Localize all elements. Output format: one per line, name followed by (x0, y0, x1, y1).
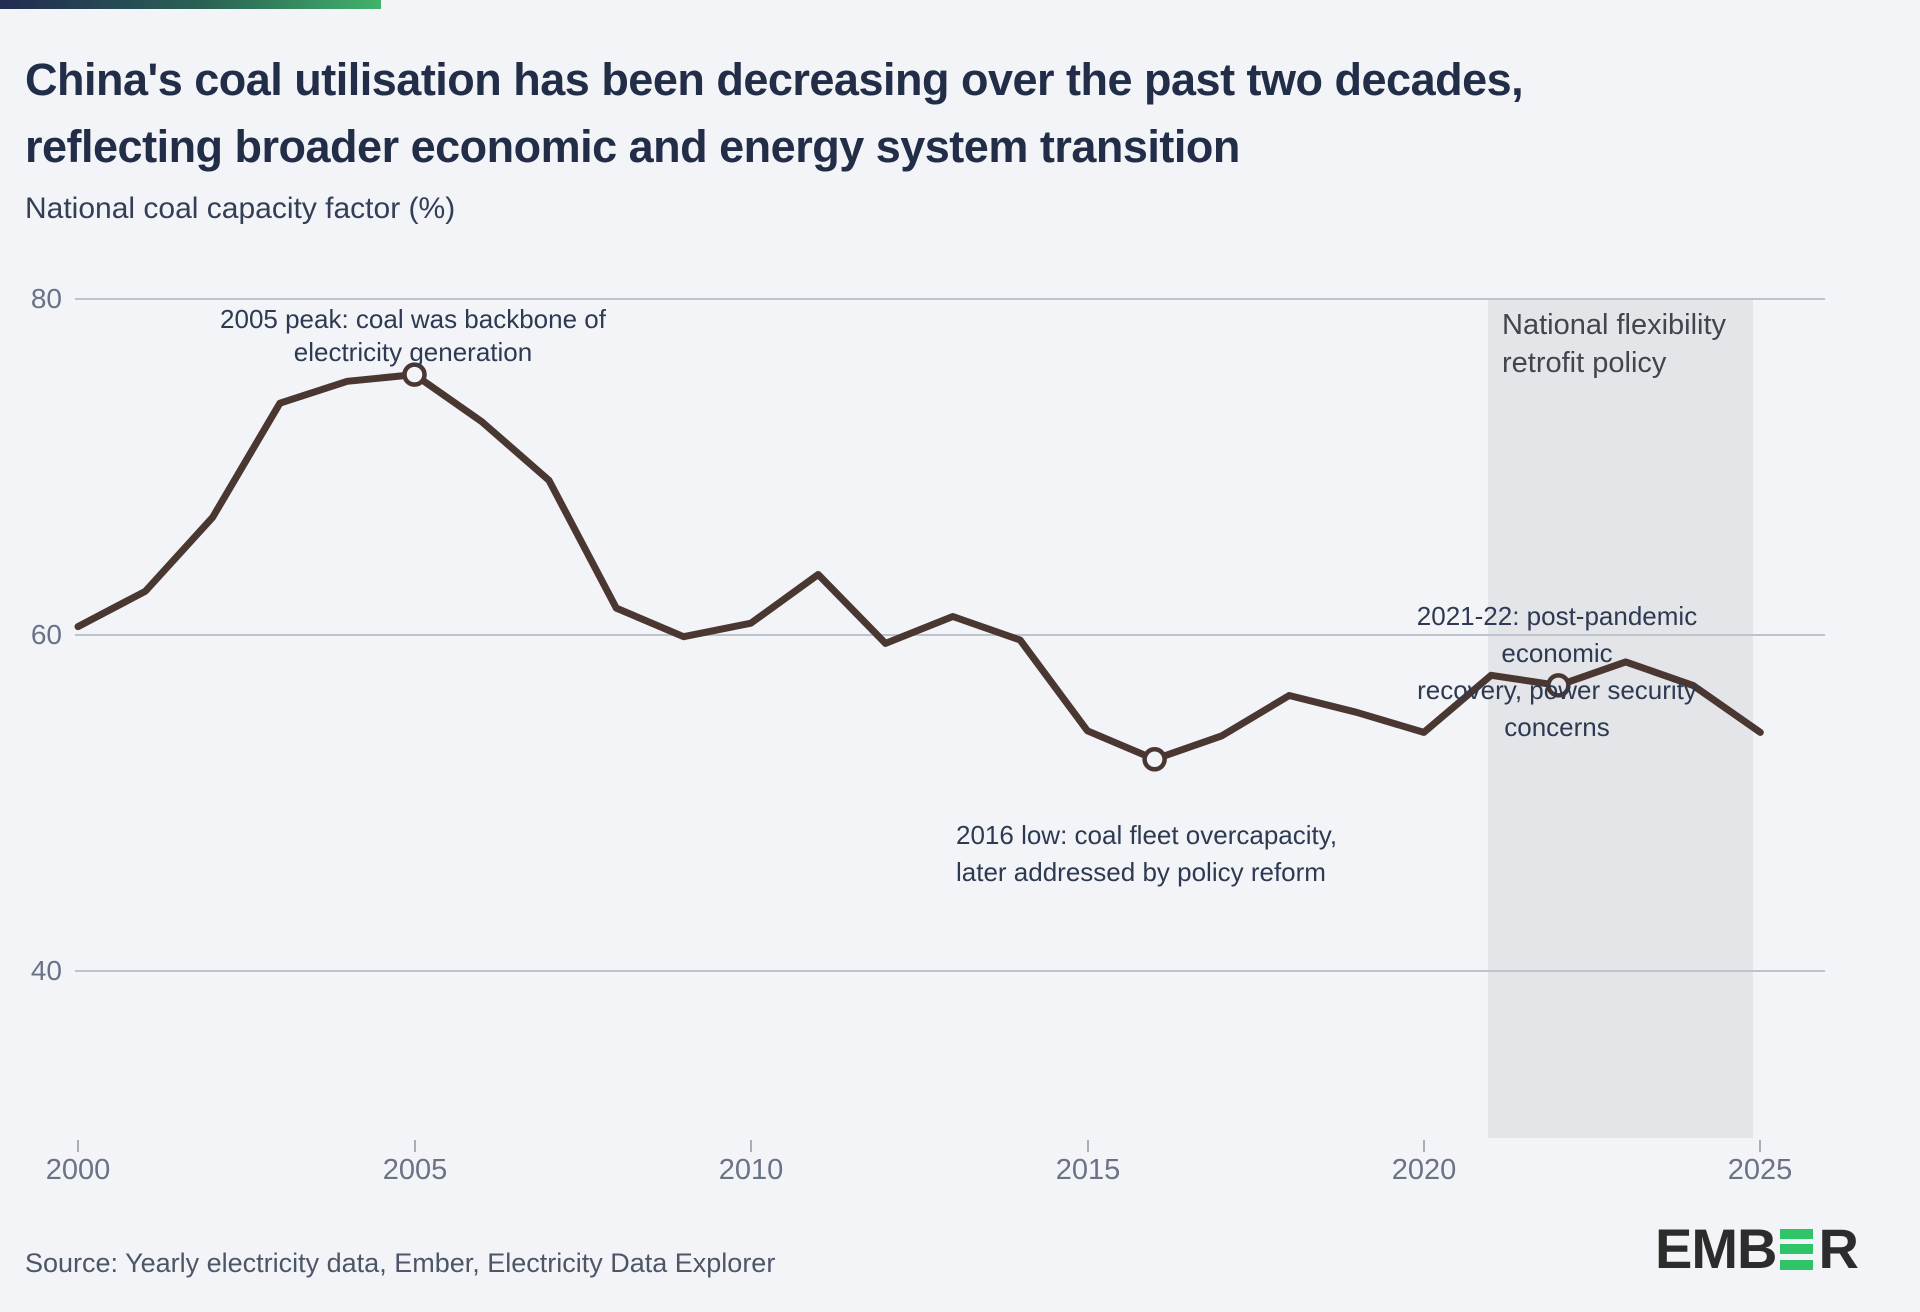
x-axis-label-2015: 2015 (1055, 1154, 1121, 1186)
annotation-2005-peak-line1: 2005 peak: coal was backbone of (220, 304, 606, 334)
y-axis-label-40: 40 (30, 955, 62, 986)
gridline-80 (75, 298, 1825, 300)
annotation-2005-peak-line2: electricity generation (293, 337, 533, 367)
x-tick-2025 (1759, 1140, 1761, 1152)
annotation-2021-22-recovery-line2: recovery, power security concerns (1417, 675, 1697, 742)
x-tick-2015 (1087, 1140, 1089, 1152)
page-title: China's coal utilisation has been decrea… (25, 46, 1524, 180)
x-axis-label-2025: 2025 (1727, 1154, 1793, 1186)
marker-2016 (1142, 747, 1167, 772)
x-tick-2010 (750, 1140, 752, 1152)
marker-2005 (402, 362, 427, 387)
annotation-2016-low-line2: later addressed by policy reform (956, 857, 1326, 887)
chart-subtitle: National coal capacity factor (%) (25, 192, 456, 225)
ember-logo-letters-emb: EMB (1655, 1217, 1777, 1280)
policy-band-label-line2: retrofit policy (1502, 347, 1667, 379)
title-line-1: China's coal utilisation has been decrea… (25, 54, 1524, 105)
x-axis-label-2010: 2010 (718, 1154, 784, 1186)
y-axis-label-60: 60 (30, 619, 62, 650)
annotation-2021-22-recovery-line1: 2021-22: post-pandemic economic (1416, 601, 1698, 668)
title-line-2: reflecting broader economic and energy s… (25, 121, 1240, 172)
ember-logo-green-e-icon (1780, 1228, 1814, 1270)
y-axis-label-80: 80 (30, 283, 62, 314)
marker-2022 (1546, 673, 1571, 698)
gridline-40 (75, 970, 1825, 972)
x-tick-2020 (1423, 1140, 1425, 1152)
x-axis-label-2005: 2005 (382, 1154, 448, 1186)
policy-band-label-line1: National flexibility (1502, 309, 1727, 341)
ember-logo-letter-r: R (1818, 1217, 1858, 1280)
x-tick-2000 (77, 1140, 79, 1152)
ember-logo: EMB R (1655, 1217, 1859, 1280)
x-axis-label-2020: 2020 (1391, 1154, 1457, 1186)
source-attribution: Source: Yearly electricity data, Ember, … (25, 1248, 776, 1278)
annotation-2016-low-line1: 2016 low: coal fleet overcapacity, (956, 820, 1338, 850)
x-tick-2005 (414, 1140, 416, 1152)
brand-gradient-bar (0, 0, 381, 9)
annotation-2021-22-recovery: 2021-22: post-pandemic economic recovery… (1376, 598, 1739, 746)
policy-highlight-band (1488, 299, 1753, 1138)
annotation-2016-low: 2016 low: coal fleet overcapacity, later… (956, 817, 1337, 891)
gridline-60 (75, 634, 1825, 636)
capacity-factor-line (74, 371, 1764, 763)
policy-band-label: National flexibility retrofit policy (1502, 306, 1726, 382)
x-axis-label-2000: 2000 (45, 1154, 111, 1186)
annotation-2005-peak: 2005 peak: coal was backbone of electric… (220, 303, 606, 369)
